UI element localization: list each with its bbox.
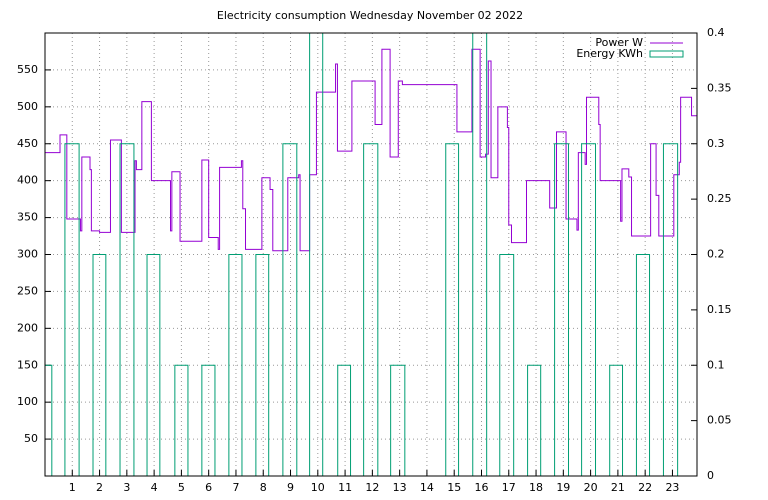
x-tick-label: 11	[338, 481, 352, 494]
y2-tick-label: 0.35	[707, 81, 732, 94]
y2-tick-label: 0	[707, 469, 714, 482]
x-tick-label: 21	[611, 481, 625, 494]
x-tick-label: 2	[96, 481, 103, 494]
x-tick-label: 7	[232, 481, 239, 494]
y-tick-label: 550	[17, 63, 38, 76]
y-tick-label: 350	[17, 211, 38, 224]
y2-tick-label: 0.25	[707, 192, 732, 205]
y2-tick-label: 0.15	[707, 303, 732, 316]
x-tick-label: 19	[556, 481, 570, 494]
x-tick-label: 20	[584, 481, 598, 494]
x-tick-label: 13	[393, 481, 407, 494]
x-tick-label: 12	[365, 481, 379, 494]
y2-tick-label: 0.2	[707, 248, 725, 261]
legend-swatch	[649, 50, 684, 58]
series-line	[45, 48, 697, 252]
y2-tick-label: 0.3	[707, 137, 725, 150]
x-tick-label: 3	[123, 481, 130, 494]
x-tick-label: 23	[665, 481, 679, 494]
y2-tick-label: 0.1	[707, 358, 725, 371]
legend-label: Power W	[595, 36, 643, 49]
y-tick-label: 500	[17, 100, 38, 113]
x-tick-label: 6	[205, 481, 212, 494]
x-tick-label: 18	[529, 481, 543, 494]
y-tick-label: 250	[17, 284, 38, 297]
y2-tick-label: 0.05	[707, 414, 732, 427]
y-tick-label: 100	[17, 395, 38, 408]
y-tick-label: 450	[17, 137, 38, 150]
x-tick-label: 14	[420, 481, 434, 494]
y-tick-label: 50	[24, 432, 38, 445]
legend-label: Energy KWh	[576, 47, 643, 60]
x-tick-label: 9	[287, 481, 294, 494]
y2-tick-label: 0.4	[707, 26, 725, 39]
x-tick-label: 4	[151, 481, 158, 494]
plot-border	[44, 32, 698, 477]
x-tick-label: 17	[502, 481, 516, 494]
x-tick-label: 5	[178, 481, 185, 494]
x-tick-label: 10	[311, 481, 325, 494]
x-tick-label: 1	[69, 481, 76, 494]
x-tick-label: 16	[474, 481, 488, 494]
x-tick-label: 22	[638, 481, 652, 494]
chart-title: Electricity consumption Wednesday Novemb…	[217, 9, 523, 22]
y-tick-label: 200	[17, 321, 38, 334]
x-tick-label: 8	[260, 481, 267, 494]
y-tick-label: 150	[17, 358, 38, 371]
y-tick-label: 300	[17, 248, 38, 261]
x-tick-label: 15	[447, 481, 461, 494]
y-tick-label: 400	[17, 174, 38, 187]
